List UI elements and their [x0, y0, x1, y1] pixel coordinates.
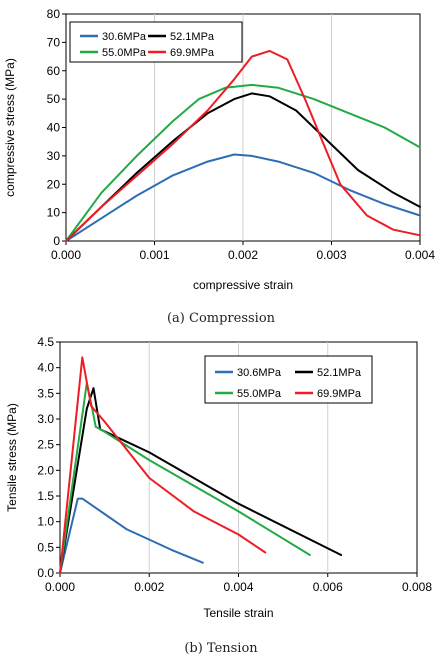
legend-box — [204, 355, 373, 404]
y-tick-label: 20 — [47, 177, 61, 191]
legend-label: 30.6MPa — [237, 367, 282, 379]
y-tick-label: 2.0 — [37, 463, 54, 477]
y-tick-label: 0.0 — [37, 566, 54, 580]
x-tick-label: 0.000 — [45, 580, 75, 594]
x-tick-label: 0.006 — [313, 580, 343, 594]
y-tick-label: 30 — [47, 149, 61, 163]
legend-label: 52.1MPa — [170, 31, 215, 43]
x-tick-label: 0.001 — [139, 248, 169, 262]
legend-label: 55.0MPa — [237, 388, 282, 400]
compression-chart: 0.000 0.001 0.002 0.003 0.004 0 10 20 30 40 50 60 70… — [3, 7, 435, 326]
y-tick-label: 2.5 — [37, 438, 54, 452]
x-tick-label: 0.000 — [51, 248, 81, 262]
x-tick-label: 0.002 — [134, 580, 164, 594]
y-tick-label: 4.5 — [37, 335, 54, 349]
y-tick-label: 3.5 — [37, 386, 54, 400]
x-tick-label: 0.002 — [228, 248, 258, 262]
y-tick-label: 80 — [47, 7, 61, 21]
series-line-52-1MPa — [65, 92, 421, 242]
y-tick-label: 10 — [47, 206, 61, 220]
y-tick-label: 70 — [47, 35, 61, 49]
y-tick-label: 60 — [47, 64, 61, 78]
legend-box — [69, 21, 243, 63]
x-axis-label: compressive strain — [193, 278, 293, 292]
y-tick-label: 3.0 — [37, 412, 54, 426]
series-line-69-9MPa — [65, 49, 421, 242]
x-tick-label: 0.004 — [223, 580, 253, 594]
tension-chart: 0.000 0.002 0.004 0.006 0.008 0.0 0.5 1.0 1.5 2.0… — [5, 335, 432, 656]
legend-label: 69.9MPa — [317, 388, 362, 400]
figure-caption: (b) Tension — [184, 641, 258, 656]
x-tick-label: 0.004 — [405, 248, 435, 262]
series-line-30-6MPa — [59, 497, 204, 574]
x-tick-label: 0.003 — [316, 248, 346, 262]
legend-label: 55.0MPa — [102, 47, 147, 59]
y-tick-label: 0 — [53, 234, 60, 248]
y-tick-label: 0.5 — [37, 540, 54, 554]
series-line-69-9MPa — [59, 356, 267, 574]
y-axis-label: compressive stress (MPa) — [3, 58, 17, 197]
y-tick-label: 40 — [47, 121, 61, 135]
y-tick-label: 1.0 — [37, 515, 54, 529]
series-line-52-1MPa — [59, 387, 343, 574]
x-tick-label: 0.008 — [402, 580, 432, 594]
legend-label: 69.9MPa — [170, 47, 215, 59]
series-line-55-0MPa — [65, 83, 421, 242]
y-tick-label: 4.0 — [37, 361, 54, 375]
figure-caption: (a) Compression — [167, 311, 276, 326]
series-line-30-6MPa — [65, 153, 421, 242]
x-axis-label: Tensile strain — [203, 606, 273, 620]
legend-label: 52.1MPa — [317, 367, 362, 379]
y-axis-label: Tensile stress (MPa) — [5, 403, 19, 512]
legend-label: 30.6MPa — [102, 31, 147, 43]
y-tick-label: 1.5 — [37, 489, 54, 503]
y-tick-label: 50 — [47, 92, 61, 106]
